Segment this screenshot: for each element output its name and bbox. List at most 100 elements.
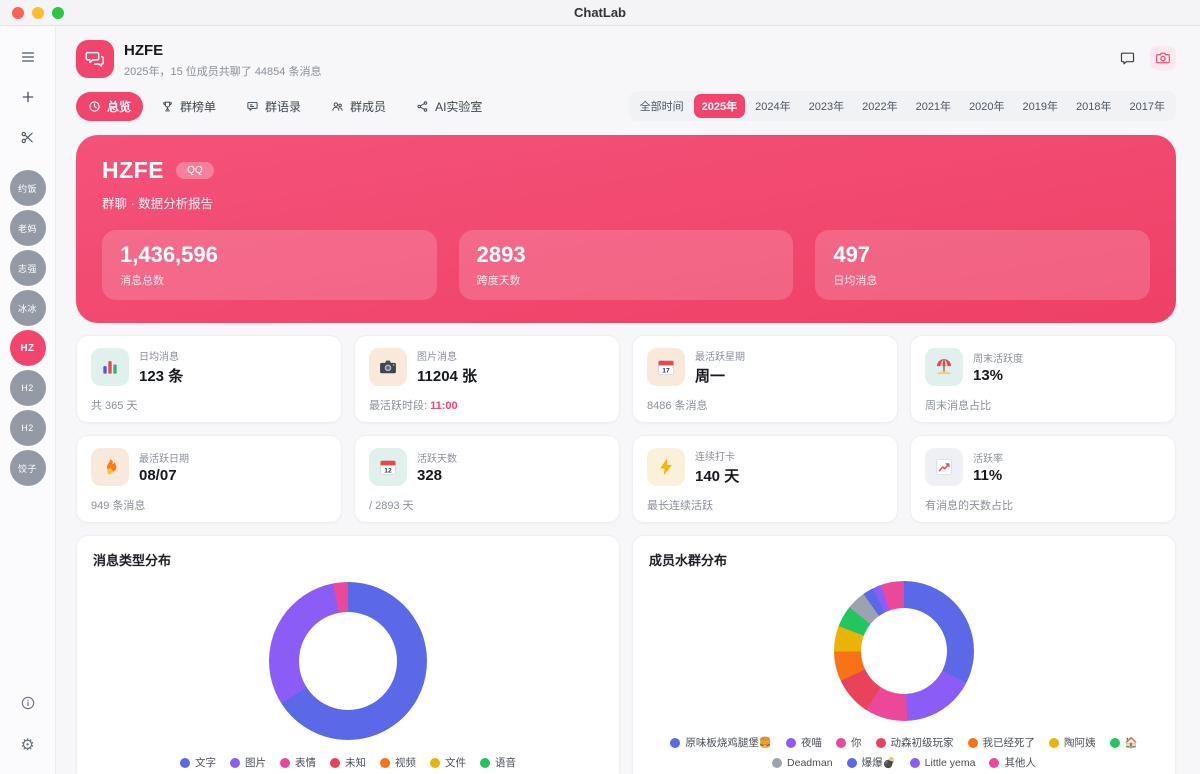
year-pill[interactable]: 2022年 xyxy=(862,101,898,113)
sidebar-avatar[interactable]: 志强 xyxy=(9,250,46,286)
legend-item[interactable]: 🏠 xyxy=(1109,735,1138,750)
content-area: HZFE QQ 群聊 · 数据分析报告 1,436,596 消息总数 2893 跨度天… xyxy=(56,133,1200,774)
add-chat-button[interactable] xyxy=(13,82,43,112)
stat-card: 日均消息 123 条共 365 天 xyxy=(76,335,342,423)
settings-button[interactable]: ⚙ xyxy=(13,730,43,760)
scissors-icon xyxy=(21,131,33,143)
tab-label: 总览 xyxy=(107,99,132,114)
stat-card: 最活跃日期 08/07 949 条消息 xyxy=(76,435,342,523)
charts-row: 消息类型分布 文字 图片 表情 未知 视频 文件 语音 成员水群分布 原味板烧鸡腿堡🍔 夜喵 你… xyxy=(76,535,1176,774)
hero-stats: 1,436,596 消息总数 2893 跨度天数 497 日均消息 xyxy=(102,230,1150,300)
stat-card: 图片消息 11204 张最活跃时段: 11:00 xyxy=(354,335,620,423)
stat-card-footer-text: 最活跃时段: xyxy=(369,400,431,412)
stat-card-footer-text: 共 365 天 xyxy=(91,400,138,412)
bolt-icon xyxy=(647,448,685,486)
zoom-window-button[interactable] xyxy=(52,6,64,19)
hero-stat-label: 消息总数 xyxy=(120,275,164,287)
stat-card-value: 周一 xyxy=(695,368,726,385)
legend-item[interactable]: 视频 xyxy=(380,755,416,770)
stat-card-footer-highlight: 11:00 xyxy=(430,400,458,412)
stat-card: 周末活跃度 13% 周末消息占比 xyxy=(910,335,1176,423)
legend-label: 图片 xyxy=(245,757,266,769)
legend-dot xyxy=(480,757,490,768)
tab-leaderboard[interactable]: 群榜单 xyxy=(149,92,228,121)
legend-label: 未知 xyxy=(345,757,366,769)
about-button[interactable] xyxy=(13,688,43,718)
legend-item[interactable]: 文件 xyxy=(430,755,466,770)
stat-card-label: 图片消息 xyxy=(417,352,457,363)
legend-item[interactable]: 其他人 xyxy=(989,755,1036,770)
hero-stat-value: 497 xyxy=(833,242,871,267)
legend-item[interactable]: 夜喵 xyxy=(786,735,822,750)
legend-item[interactable]: Deadman xyxy=(772,755,833,770)
stat-card-footer: 最活跃时段: 11:00 xyxy=(369,397,605,413)
legend-item[interactable]: Little yema xyxy=(909,755,976,770)
year-pill[interactable]: 2024年 xyxy=(755,101,791,113)
legend-label: 文件 xyxy=(445,757,466,769)
app-title: ChatLab xyxy=(574,5,626,20)
sidebar-avatar[interactable]: 饺子 xyxy=(9,450,46,486)
year-pill[interactable]: 全部时间 xyxy=(639,101,684,113)
donut-chart xyxy=(834,581,974,721)
year-filter: 全部时间 2025年 2024年 2023年 2022年 2021年 2020年 2019年 2… xyxy=(628,91,1176,121)
sidebar-avatar[interactable]: 老妈 xyxy=(9,210,46,246)
legend-dot xyxy=(1049,737,1059,748)
tab-ai-lab[interactable]: AI实验室 xyxy=(404,92,494,121)
legend-item[interactable]: 表情 xyxy=(280,755,316,770)
legend-item[interactable]: 未知 xyxy=(330,755,366,770)
tab-label: 群成员 xyxy=(350,99,387,114)
menu-button[interactable] xyxy=(13,42,43,72)
stat-card-value: 11% xyxy=(973,467,1003,484)
sidebar-avatar[interactable]: H2 xyxy=(9,410,46,446)
stat-card-footer: 949 条消息 xyxy=(91,497,327,513)
tab-members[interactable]: 群成员 xyxy=(319,92,398,121)
year-pill[interactable]: 2025年 xyxy=(693,94,746,118)
sidebar-avatar[interactable]: HZ xyxy=(9,330,46,366)
stat-card-value: 11204 张 xyxy=(417,368,478,385)
legend-item[interactable]: 文字 xyxy=(180,755,216,770)
tab-overview[interactable]: 总览 xyxy=(76,91,144,121)
stat-card-footer-text: 最长连续活跃 xyxy=(647,500,713,512)
group-avatar xyxy=(76,40,114,78)
chat-bubbles-icon xyxy=(85,51,104,67)
nav-row: 总览 群榜单 群语录 群成员 AI实验室 全部时间 2025年 2024年 2023年 2022… xyxy=(56,79,1200,133)
screenshot-button[interactable] xyxy=(1150,46,1176,70)
tools-button[interactable] xyxy=(13,122,43,152)
legend-item[interactable]: 图片 xyxy=(230,755,266,770)
chart-up-icon xyxy=(925,448,963,486)
legend-label: 🏠 xyxy=(1124,737,1138,749)
year-pill[interactable]: 2017年 xyxy=(1129,101,1165,113)
legend-item[interactable]: 语音 xyxy=(480,755,516,770)
ai-icon xyxy=(416,100,429,113)
close-window-button[interactable] xyxy=(12,6,24,19)
year-pill[interactable]: 2019年 xyxy=(1022,101,1059,113)
feedback-button[interactable] xyxy=(1114,46,1140,70)
stat-card-top: 活跃率 11% xyxy=(925,448,1161,486)
sidebar-avatar[interactable]: H2 xyxy=(9,370,46,406)
bar-chart-icon xyxy=(91,348,129,386)
legend-label: Little yema xyxy=(924,756,976,769)
legend-item[interactable]: 我已经死了 xyxy=(967,735,1035,750)
stat-card-footer: 有消息的天数占比 xyxy=(925,497,1161,513)
legend-item[interactable]: 你 xyxy=(836,735,862,750)
minimize-window-button[interactable] xyxy=(32,6,44,19)
stat-card-footer: 共 365 天 xyxy=(91,397,327,413)
stat-card-top: 连续打卡 140 天 xyxy=(647,448,883,486)
stat-card-top: 最活跃日期 08/07 xyxy=(91,448,327,486)
sidebar-avatar[interactable]: 约饭 xyxy=(9,170,46,206)
year-pill[interactable]: 2021年 xyxy=(915,101,952,113)
sidebar-avatar[interactable]: 冰冰 xyxy=(9,290,46,326)
beach-icon xyxy=(925,348,963,386)
legend-item[interactable]: 原味板烧鸡腿堡🍔 xyxy=(670,735,772,750)
legend-item[interactable]: 爆爆💣 xyxy=(846,755,896,770)
year-pill[interactable]: 2023年 xyxy=(808,101,845,113)
year-pill[interactable]: 2018年 xyxy=(1076,101,1112,113)
legend-dot xyxy=(875,737,886,748)
stat-card-top: 12 活跃天数 328 xyxy=(369,448,605,486)
tab-quotes[interactable]: 群语录 xyxy=(234,92,313,121)
year-pill[interactable]: 2020年 xyxy=(969,101,1005,113)
legend-item[interactable]: 动森初级玩家 xyxy=(875,735,954,750)
camera-icon xyxy=(1156,52,1170,64)
legend-item[interactable]: 陶阿姨 xyxy=(1049,735,1096,750)
